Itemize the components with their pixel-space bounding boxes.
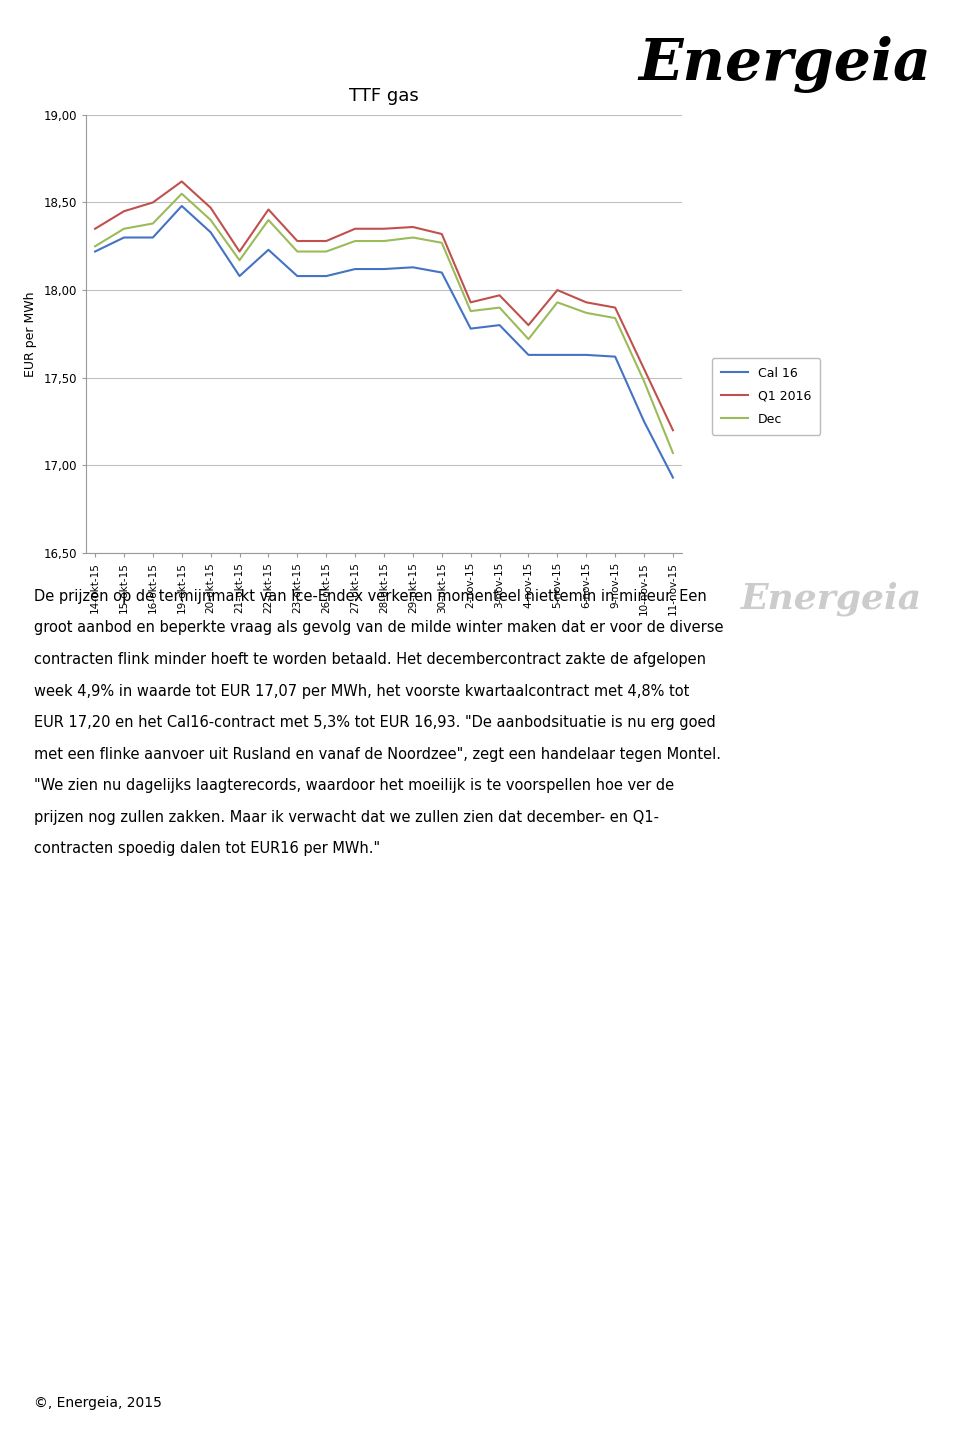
Text: met een flinke aanvoer uit Rusland en vanaf de Noordzee", zegt een handelaar teg: met een flinke aanvoer uit Rusland en va… <box>34 747 721 761</box>
Text: EUR 17,20 en het Cal16-contract met 5,3% tot EUR 16,93. "De aanbodsituatie is nu: EUR 17,20 en het Cal16-contract met 5,3%… <box>34 715 715 729</box>
Text: Energeia: Energeia <box>740 582 922 616</box>
Text: contracten flink minder hoeft te worden betaald. Het decembercontract zakte de a: contracten flink minder hoeft te worden … <box>34 652 706 666</box>
Title: TTF gas: TTF gas <box>349 88 419 105</box>
Text: week 4,9% in waarde tot EUR 17,07 per MWh, het voorste kwartaalcontract met 4,8%: week 4,9% in waarde tot EUR 17,07 per MW… <box>34 684 689 698</box>
Y-axis label: EUR per MWh: EUR per MWh <box>24 292 36 376</box>
Text: Energeia: Energeia <box>638 36 931 93</box>
Text: prijzen nog zullen zakken. Maar ik verwacht dat we zullen zien dat december- en : prijzen nog zullen zakken. Maar ik verwa… <box>34 810 659 824</box>
Legend: Cal 16, Q1 2016, Dec: Cal 16, Q1 2016, Dec <box>712 358 820 435</box>
Text: groot aanbod en beperkte vraag als gevolg van de milde winter maken dat er voor : groot aanbod en beperkte vraag als gevol… <box>34 620 723 635</box>
Text: De prijzen op de termijnmarkt van Ice-Endex verkeren momenteel niettemin in mine: De prijzen op de termijnmarkt van Ice-En… <box>34 589 707 603</box>
Text: "We zien nu dagelijks laagterecords, waardoor het moeilijk is te voorspellen hoe: "We zien nu dagelijks laagterecords, waa… <box>34 778 674 793</box>
Text: contracten spoedig dalen tot EUR16 per MWh.": contracten spoedig dalen tot EUR16 per M… <box>34 841 380 856</box>
Text: ©, Energeia, 2015: ©, Energeia, 2015 <box>34 1396 161 1410</box>
